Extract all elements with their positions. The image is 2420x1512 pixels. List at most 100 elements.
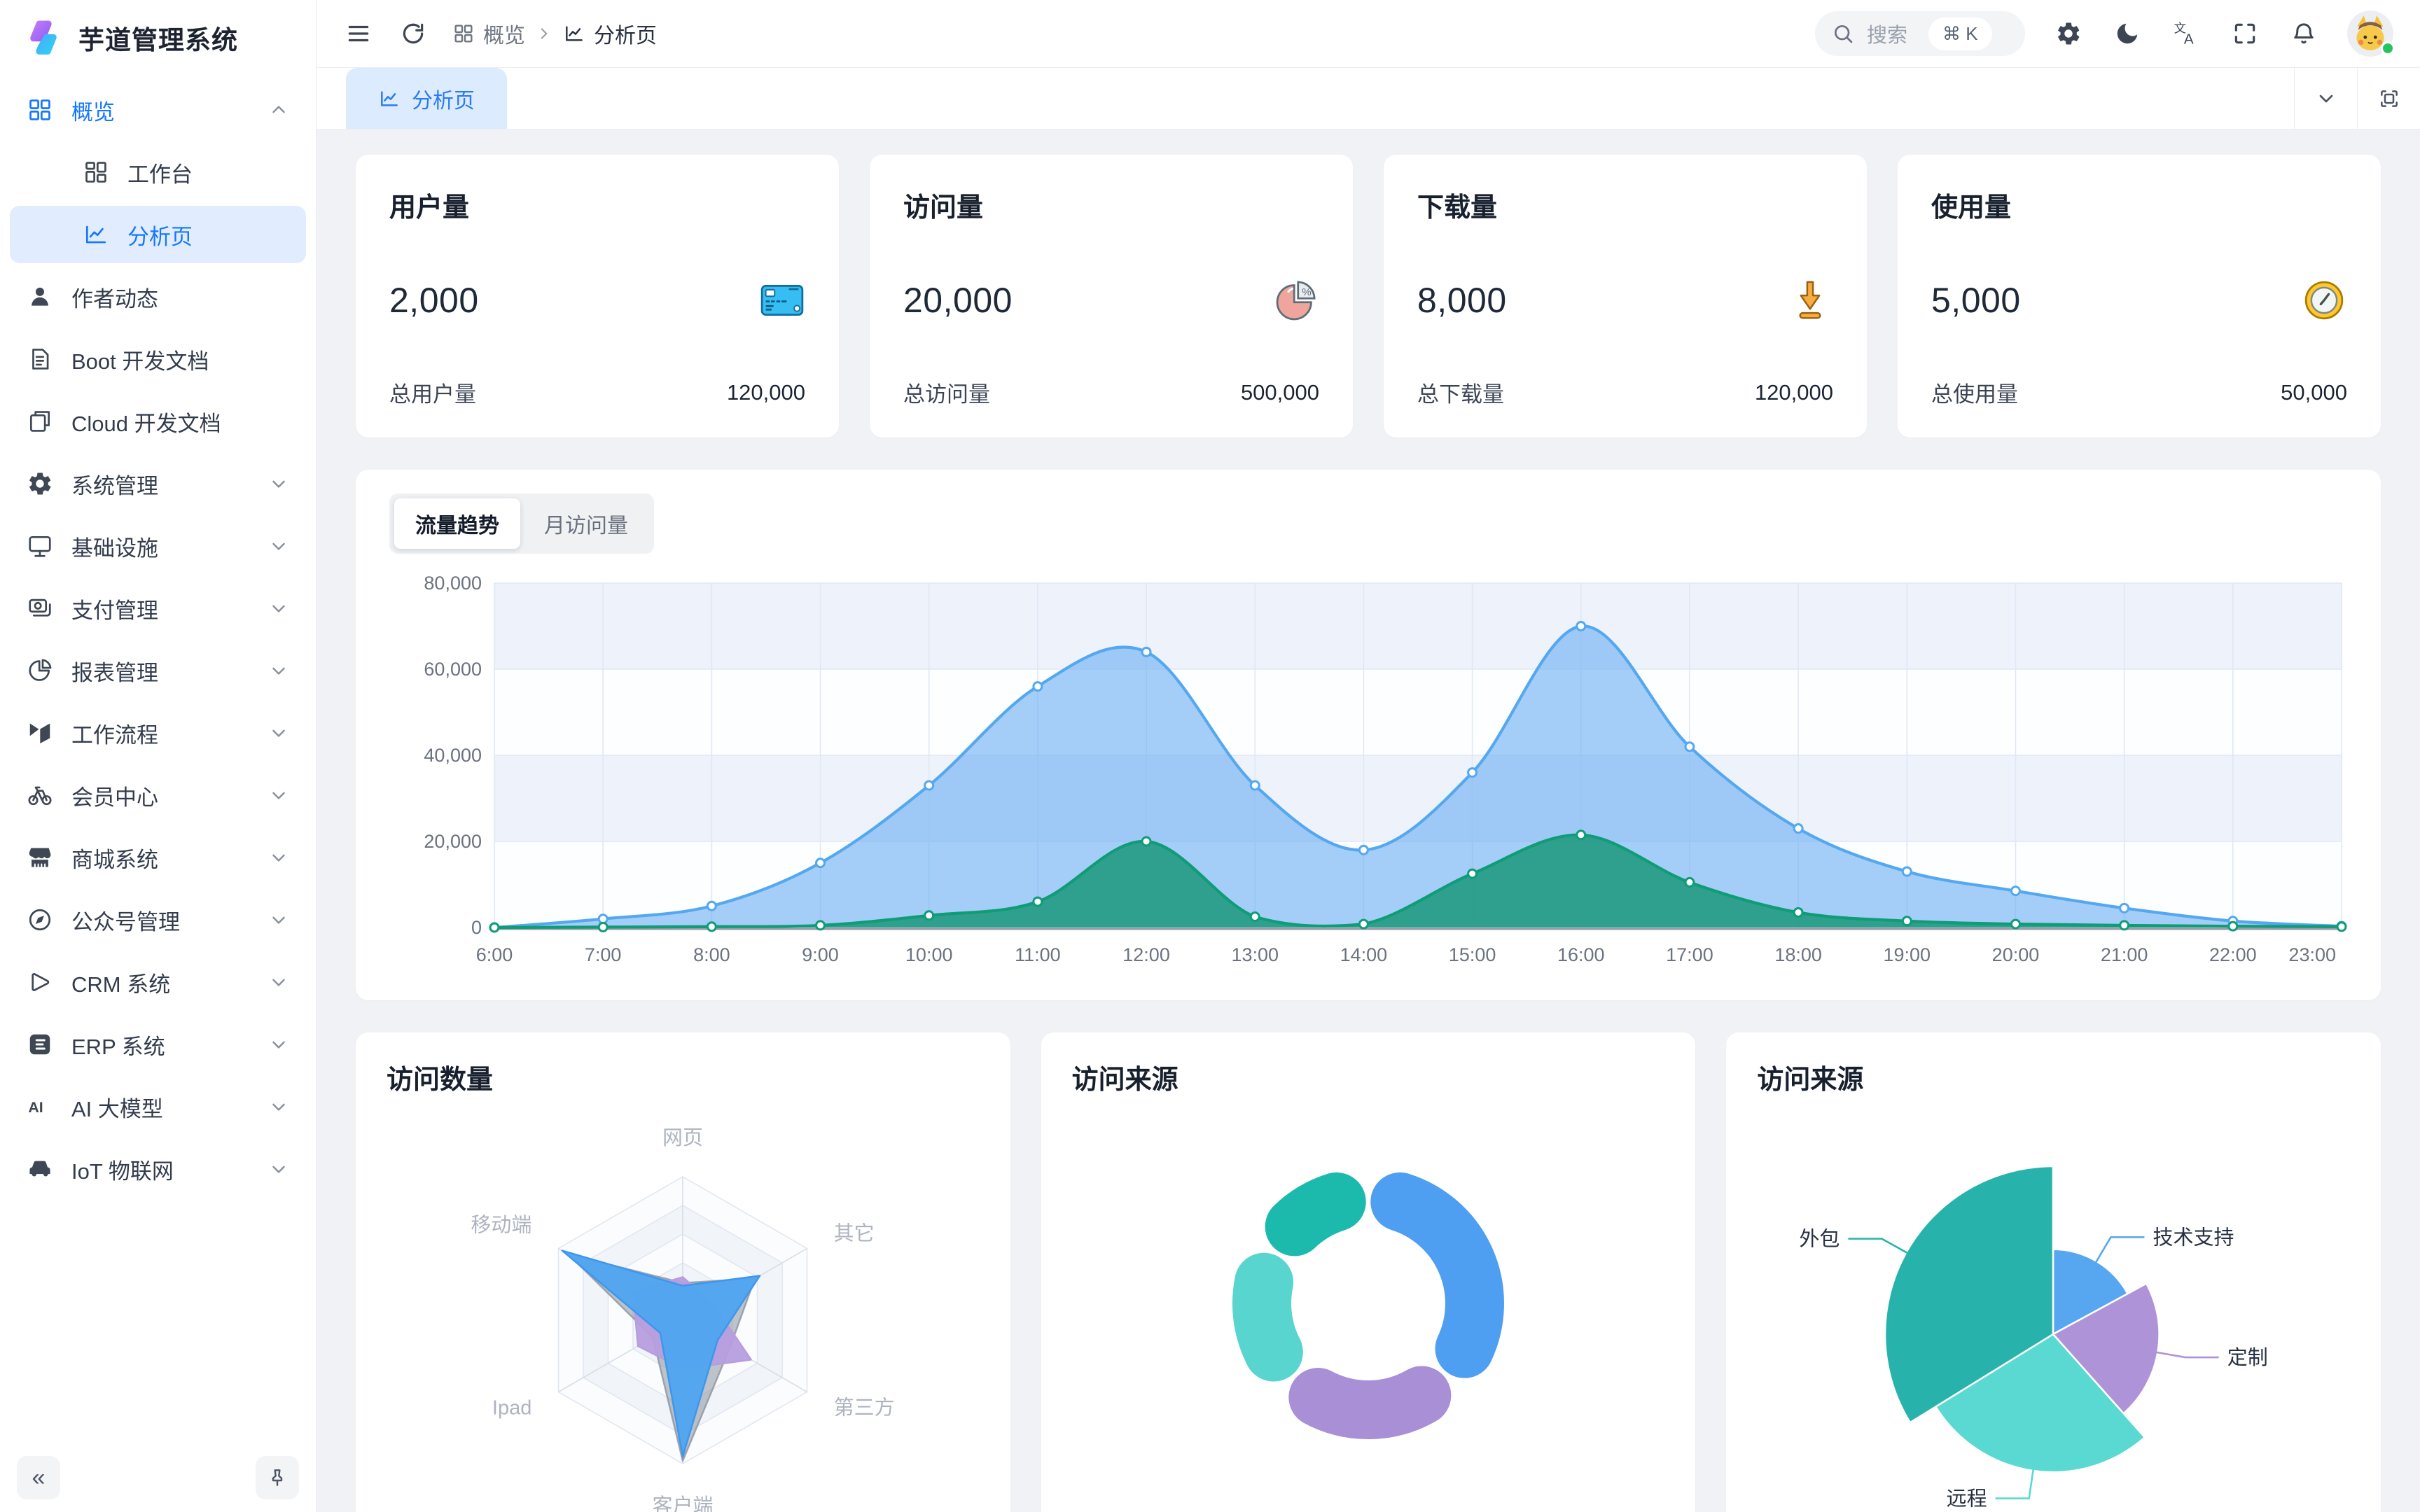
svg-text:AI: AI xyxy=(28,1099,43,1116)
workflow-icon xyxy=(29,723,50,744)
svg-text:16:00: 16:00 xyxy=(1557,944,1605,965)
sidebar-item-3[interactable]: 作者动态 xyxy=(10,268,306,326)
tab-analysis[interactable]: 分析页 xyxy=(346,68,507,129)
stat-footer-label: 总用户量 xyxy=(389,382,476,407)
stat-footer-value: 50,000 xyxy=(2281,379,2347,405)
svg-text:Ipad: Ipad xyxy=(492,1397,531,1420)
copy-icon xyxy=(29,411,50,432)
svg-text:12:00: 12:00 xyxy=(1122,944,1170,965)
doc-icon xyxy=(32,349,49,370)
sidebar-item-5[interactable]: Cloud 开发文档 xyxy=(10,393,306,450)
search-placeholder: 搜索 xyxy=(1867,24,1908,47)
translate-icon: 文A xyxy=(2174,21,2194,47)
sidebar-toggle-button[interactable] xyxy=(343,18,374,49)
svg-text:60,000: 60,000 xyxy=(424,659,482,680)
chart-icon xyxy=(85,225,106,244)
sidebar-item-1[interactable]: 工作台 xyxy=(10,144,306,201)
fullscreen-button[interactable] xyxy=(2230,18,2260,49)
sidebar-item-7[interactable]: 基础设施 xyxy=(10,517,306,575)
pie-label-技术支持: 技术支持 xyxy=(2153,1226,2234,1249)
sidebar-pin-button[interactable] xyxy=(256,1456,299,1499)
bicycle-icon xyxy=(28,786,52,806)
sidebar-item-label: Cloud 开发文档 xyxy=(71,411,221,436)
sidebar-collapse-button[interactable]: « xyxy=(17,1456,60,1499)
breadcrumb-overview-label: 概览 xyxy=(483,24,525,48)
tab-monthly-visits[interactable]: 月访问量 xyxy=(544,514,628,538)
visit-source-rose-card: 访问来源 技术支持 定制 远程 外包 xyxy=(1726,1032,2381,1512)
avatar[interactable] xyxy=(2347,10,2395,57)
pie-icon xyxy=(29,659,52,681)
content-maximize-button[interactable] xyxy=(2357,68,2420,129)
bell-icon xyxy=(2294,23,2314,44)
breadcrumb: 概览 分析页 xyxy=(452,18,657,49)
sidebar-item-4[interactable]: Boot 开发文档 xyxy=(10,330,306,388)
sidebar-item-11[interactable]: 会员中心 xyxy=(10,766,306,824)
sidebar-item-14[interactable]: CRM 系统 xyxy=(10,953,306,1011)
sidebar-item-label: IoT 物联网 xyxy=(71,1158,174,1184)
refresh-icon xyxy=(403,23,424,44)
clock-icon xyxy=(2301,277,2347,323)
payment-icon xyxy=(29,598,51,617)
sidebar-item-label: 公众号管理 xyxy=(71,909,180,934)
svg-text:文: 文 xyxy=(2174,21,2186,35)
chevron-down-icon xyxy=(272,1041,285,1049)
svg-text:40,000: 40,000 xyxy=(424,745,482,766)
stat-title: 下载量 xyxy=(1417,193,1498,223)
svg-text:6:00: 6:00 xyxy=(476,944,513,965)
stat-footer-label: 总访问量 xyxy=(903,382,990,407)
sidebar-item-label: 作者动态 xyxy=(71,286,158,312)
svg-text:22:00: 22:00 xyxy=(2209,944,2257,965)
breadcrumb-overview[interactable]: 概览 xyxy=(452,18,525,49)
settings-button[interactable] xyxy=(2053,18,2084,49)
sidebar-item-15[interactable]: ERP 系统 xyxy=(10,1016,306,1073)
chevron-down-icon xyxy=(272,916,285,924)
app-logo[interactable]: 芋道管理系统 xyxy=(0,0,316,70)
notifications-button[interactable] xyxy=(2288,18,2319,49)
gear-icon xyxy=(29,472,51,495)
panel-title: 访问数量 xyxy=(387,1065,494,1095)
sidebar-item-12[interactable]: 商城系统 xyxy=(10,829,306,886)
stat-title: 用户量 xyxy=(389,193,470,223)
tab-traffic-trend[interactable]: 流量趋势 xyxy=(394,498,520,549)
svg-text:移动端: 移动端 xyxy=(471,1214,531,1237)
stat-value: 2,000 xyxy=(389,281,479,320)
store-icon xyxy=(29,848,51,868)
sidebar-item-8[interactable]: 支付管理 xyxy=(10,580,306,637)
tab-list-dropdown-button[interactable] xyxy=(2294,68,2357,129)
chevron-down-icon xyxy=(272,979,285,986)
sidebar-item-9[interactable]: 报表管理 xyxy=(10,642,306,699)
play-icon xyxy=(32,973,50,991)
search-input[interactable]: 搜索 ⌘ K xyxy=(1815,11,2025,56)
dark-mode-button[interactable] xyxy=(2112,18,2143,49)
svg-text:15:00: 15:00 xyxy=(1449,944,1496,965)
stat-value: 5,000 xyxy=(1931,281,2021,320)
tabbar-actions xyxy=(2294,68,2420,129)
chart-icon xyxy=(566,26,583,41)
sidebar-item-label: 会员中心 xyxy=(71,785,158,810)
sidebar-item-label: 工作流程 xyxy=(71,722,158,748)
refresh-button[interactable] xyxy=(398,18,429,49)
sidebar-item-16[interactable]: AI AI 大模型 xyxy=(10,1078,306,1135)
sidebar-item-0[interactable]: 概览 xyxy=(10,81,306,139)
sidebar-item-label: 系统管理 xyxy=(71,473,158,498)
pie-label-定制: 定制 xyxy=(2227,1346,2268,1369)
svg-text:19:00: 19:00 xyxy=(1884,944,1931,965)
sidebar-item-17[interactable]: IoT 物联网 xyxy=(10,1140,306,1198)
sidebar-item-13[interactable]: 公众号管理 xyxy=(10,891,306,948)
trend-tab-toggle: 流量趋势 月访问量 xyxy=(389,493,654,554)
sidebar-item-6[interactable]: 系统管理 xyxy=(10,455,306,512)
sidebar-item-2[interactable]: 分析页 xyxy=(10,206,306,263)
chevron-up-icon xyxy=(272,106,285,113)
svg-text:%: % xyxy=(1302,286,1311,298)
svg-text:11:00: 11:00 xyxy=(1015,944,1061,965)
svg-text:13:00: 13:00 xyxy=(1231,944,1279,965)
download-arrow-icon xyxy=(1787,277,1833,323)
sidebar-item-10[interactable]: 工作流程 xyxy=(10,704,306,762)
pie-label-外包: 外包 xyxy=(1800,1228,1840,1251)
breadcrumb-analysis[interactable]: 分析页 xyxy=(563,18,657,49)
